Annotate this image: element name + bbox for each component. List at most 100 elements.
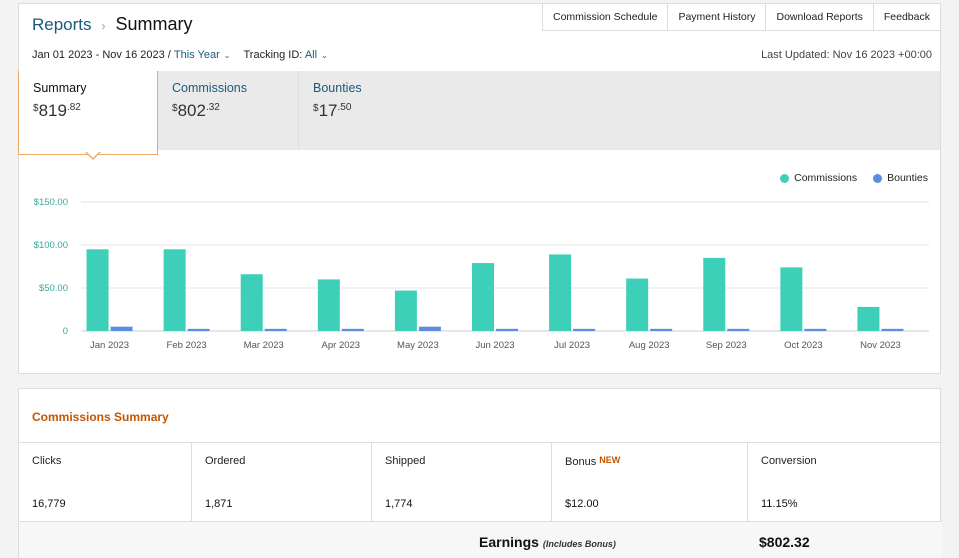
download-reports-button[interactable]: Download Reports [766, 3, 874, 31]
chevron-down-icon: ⌄ [321, 51, 328, 60]
chevron-right-icon: › [101, 19, 106, 33]
commissions-bar [86, 249, 109, 331]
legend-commissions[interactable]: Commissions [780, 172, 857, 184]
top-button-group: Commission Schedule Payment History Down… [541, 3, 941, 31]
metric-bonus-value: $12.00 [565, 498, 599, 510]
tab-commissions-amount: $802.32 [172, 101, 220, 120]
tab-summary[interactable]: Summary $819.82 [18, 71, 158, 155]
bounties-bar [264, 328, 287, 331]
header-card: Reports › Summary Commission Schedule Pa… [18, 3, 941, 71]
tab-divider [298, 71, 299, 150]
tracking-id-label: Tracking ID: [243, 49, 303, 61]
commissions-bar [317, 279, 340, 331]
metric-conversion-label: Conversion [761, 455, 817, 467]
bounties-bar [804, 328, 827, 331]
commission-schedule-button[interactable]: Commission Schedule [541, 3, 669, 31]
x-tick-label: Oct 2023 [784, 340, 823, 351]
x-tick-label: Mar 2023 [244, 340, 284, 351]
commissions-bar [163, 249, 186, 331]
bounties-bar [418, 326, 441, 331]
x-tick-label: Apr 2023 [322, 340, 361, 351]
x-tick-label: Aug 2023 [629, 340, 670, 351]
earnings-label: Earnings (Includes Bonus) [479, 534, 616, 550]
legend-commissions-swatch [780, 173, 790, 183]
bounties-bar [110, 326, 133, 331]
commissions-bar [703, 257, 726, 331]
earnings-note: (Includes Bonus) [542, 539, 616, 549]
date-preset-label: This Year [173, 49, 220, 61]
tab-commissions-label: Commissions [172, 81, 248, 95]
metric-clicks-label: Clicks [32, 455, 62, 467]
date-preset-dropdown[interactable]: This Year ⌄ [174, 49, 231, 61]
earnings-bar-chart: 0 $50.00 $100.00 $150.00 Jan 2023 Feb 2023 Mar… [34, 197, 929, 351]
commissions-bar [626, 278, 649, 331]
commissions-summary-card: Commissions Summary Clicks 16,779 Ordere… [18, 388, 942, 558]
earnings-row: Earnings (Includes Bonus) $802.32 [19, 522, 942, 558]
breadcrumb-reports-link[interactable]: Reports [32, 15, 92, 34]
page-title: Summary [115, 14, 193, 34]
earnings-chart-card: Commissions Bounties 0 $50.00 $100.00 $150.… [18, 150, 941, 374]
bounties-bar [341, 328, 364, 331]
commissions-bar [472, 263, 494, 331]
x-tick-label: May 2023 [397, 340, 439, 351]
chart-legend: Commissions Bounties [780, 172, 928, 184]
active-tab-pointer [85, 151, 101, 160]
bounties-bar [881, 328, 904, 331]
metric-ordered-value: 1,871 [205, 498, 233, 510]
metric-ordered: Ordered 1,871 [192, 443, 372, 521]
metrics-row: Clicks 16,779 Ordered 1,871 Shipped 1,77… [19, 442, 942, 522]
tab-commissions[interactable]: Commissions $802.32 [158, 71, 298, 150]
payment-history-button[interactable]: Payment History [668, 3, 767, 31]
tab-summary-label: Summary [33, 81, 87, 95]
bounties-bar [727, 328, 750, 331]
metric-bonus-label: Bonus NEW [565, 455, 621, 468]
metric-shipped: Shipped 1,774 [372, 443, 552, 521]
y-tick-label: 0 [63, 326, 68, 337]
earnings-value: $802.32 [759, 534, 810, 550]
x-tick-label: Sep 2023 [706, 340, 747, 351]
tab-summary-amount: $819.82 [33, 101, 81, 120]
y-tick-label: $100.00 [34, 240, 68, 251]
tab-bounties-label: Bounties [313, 81, 362, 95]
chevron-down-icon: ⌄ [223, 51, 231, 60]
commissions-bar [780, 267, 803, 331]
metric-ordered-label: Ordered [205, 455, 246, 467]
y-tick-label: $150.00 [34, 197, 68, 208]
commissions-bar [857, 306, 880, 331]
bounties-bar [573, 328, 596, 331]
legend-bounties[interactable]: Bounties [873, 172, 928, 184]
commissions-summary-title: Commissions Summary [32, 410, 169, 424]
metric-bonus: Bonus NEW $12.00 [552, 443, 748, 521]
legend-bounties-swatch [873, 173, 883, 183]
bounties-bar [650, 328, 673, 331]
tracking-id-value: All [304, 49, 318, 61]
filter-divider: / [167, 49, 171, 61]
breadcrumb: Reports › Summary [32, 14, 193, 35]
metric-conversion-value: 11.15% [761, 498, 798, 510]
tracking-id-dropdown[interactable]: Tracking ID: All ⌄ [243, 49, 327, 61]
summary-tabs: Summary $819.82 Commissions $802.32 Boun… [18, 71, 941, 160]
commissions-bar [240, 274, 263, 331]
legend-commissions-label: Commissions [794, 172, 858, 184]
metric-shipped-label: Shipped [385, 455, 426, 467]
bounties-bar [187, 328, 210, 331]
y-tick-label: $50.00 [39, 283, 68, 294]
x-tick-label: Nov 2023 [860, 340, 901, 351]
last-updated-text: Last Updated: Nov 16 2023 +00:00 [761, 49, 932, 61]
commissions-bar [394, 290, 417, 331]
commissions-bar [549, 254, 572, 331]
date-range-text: Jan 01 2023 - Nov 16 2023 [32, 49, 165, 61]
bounties-bar [496, 328, 518, 331]
metric-conversion: Conversion 11.15% [748, 443, 942, 521]
filter-bar: Jan 01 2023 - Nov 16 2023 / This Year ⌄ T… [32, 49, 328, 61]
x-tick-label: Jan 2023 [90, 340, 129, 351]
metric-shipped-value: 1,774 [385, 498, 413, 510]
tab-bounties[interactable]: Bounties $17.50 [299, 71, 439, 150]
legend-bounties-label: Bounties [887, 172, 928, 184]
feedback-button[interactable]: Feedback [873, 3, 941, 31]
x-tick-label: Jun 2023 [475, 340, 514, 351]
x-tick-label: Jul 2023 [554, 340, 590, 351]
metric-clicks-value: 16,779 [32, 498, 66, 510]
new-badge: NEW [599, 455, 621, 465]
